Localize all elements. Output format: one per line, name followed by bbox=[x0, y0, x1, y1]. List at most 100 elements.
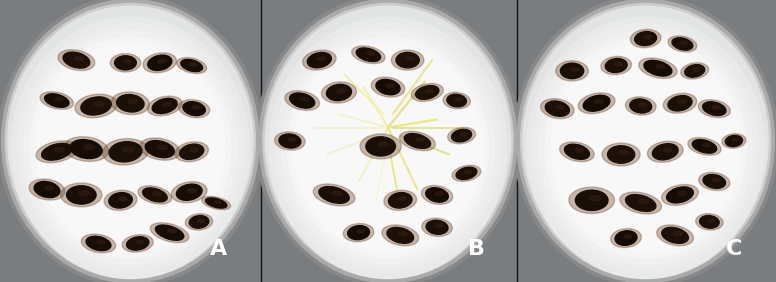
Ellipse shape bbox=[54, 148, 64, 152]
Ellipse shape bbox=[584, 95, 610, 111]
Ellipse shape bbox=[343, 224, 374, 242]
Ellipse shape bbox=[406, 57, 414, 61]
Ellipse shape bbox=[12, 17, 249, 279]
Ellipse shape bbox=[29, 37, 231, 258]
Ellipse shape bbox=[647, 141, 683, 162]
Ellipse shape bbox=[602, 143, 640, 166]
Ellipse shape bbox=[578, 93, 615, 114]
Ellipse shape bbox=[29, 179, 65, 200]
Ellipse shape bbox=[327, 84, 352, 101]
Ellipse shape bbox=[198, 219, 204, 222]
Ellipse shape bbox=[147, 55, 171, 70]
Ellipse shape bbox=[192, 105, 200, 109]
Ellipse shape bbox=[124, 60, 131, 63]
Ellipse shape bbox=[168, 229, 176, 233]
Ellipse shape bbox=[391, 50, 424, 70]
Ellipse shape bbox=[71, 140, 102, 158]
Ellipse shape bbox=[712, 178, 720, 182]
Ellipse shape bbox=[564, 144, 590, 159]
Ellipse shape bbox=[8, 6, 253, 276]
Ellipse shape bbox=[387, 227, 414, 243]
Ellipse shape bbox=[541, 99, 574, 119]
Ellipse shape bbox=[183, 102, 206, 116]
Ellipse shape bbox=[698, 100, 730, 118]
Ellipse shape bbox=[635, 32, 656, 46]
Ellipse shape bbox=[639, 58, 677, 78]
Ellipse shape bbox=[656, 225, 694, 246]
Ellipse shape bbox=[63, 52, 90, 68]
Ellipse shape bbox=[460, 133, 467, 136]
Ellipse shape bbox=[289, 93, 315, 108]
Ellipse shape bbox=[151, 223, 189, 243]
Ellipse shape bbox=[663, 148, 672, 152]
Ellipse shape bbox=[539, 30, 752, 265]
Ellipse shape bbox=[360, 134, 401, 159]
Ellipse shape bbox=[366, 137, 396, 156]
Ellipse shape bbox=[97, 240, 105, 244]
Ellipse shape bbox=[84, 145, 95, 149]
Ellipse shape bbox=[545, 37, 747, 258]
Ellipse shape bbox=[644, 35, 652, 39]
Ellipse shape bbox=[703, 143, 711, 147]
Ellipse shape bbox=[5, 3, 255, 279]
Ellipse shape bbox=[389, 193, 412, 208]
Ellipse shape bbox=[692, 140, 717, 153]
Ellipse shape bbox=[67, 186, 96, 204]
Ellipse shape bbox=[152, 98, 177, 114]
Ellipse shape bbox=[102, 139, 148, 165]
Ellipse shape bbox=[551, 44, 740, 252]
Ellipse shape bbox=[109, 193, 132, 208]
Ellipse shape bbox=[58, 50, 95, 70]
Ellipse shape bbox=[426, 188, 449, 202]
Ellipse shape bbox=[81, 97, 111, 115]
Ellipse shape bbox=[644, 60, 672, 76]
Ellipse shape bbox=[119, 197, 127, 201]
Ellipse shape bbox=[546, 101, 570, 116]
Ellipse shape bbox=[128, 99, 138, 104]
Ellipse shape bbox=[300, 97, 309, 101]
Ellipse shape bbox=[452, 129, 472, 142]
Ellipse shape bbox=[556, 105, 564, 109]
Ellipse shape bbox=[421, 218, 452, 236]
Ellipse shape bbox=[703, 175, 726, 188]
Ellipse shape bbox=[404, 134, 431, 148]
Ellipse shape bbox=[398, 232, 407, 236]
Ellipse shape bbox=[143, 188, 167, 202]
Ellipse shape bbox=[662, 184, 698, 205]
Ellipse shape bbox=[140, 138, 180, 160]
Ellipse shape bbox=[319, 186, 349, 203]
Ellipse shape bbox=[570, 67, 578, 71]
Ellipse shape bbox=[726, 135, 743, 147]
Ellipse shape bbox=[75, 94, 117, 118]
Ellipse shape bbox=[625, 97, 656, 115]
Ellipse shape bbox=[158, 145, 168, 149]
Ellipse shape bbox=[332, 191, 341, 195]
Ellipse shape bbox=[589, 196, 601, 201]
Ellipse shape bbox=[678, 100, 687, 103]
Ellipse shape bbox=[177, 58, 206, 73]
Text: B: B bbox=[468, 239, 485, 259]
Ellipse shape bbox=[684, 65, 705, 77]
Ellipse shape bbox=[317, 57, 326, 61]
Ellipse shape bbox=[625, 235, 632, 238]
Ellipse shape bbox=[608, 146, 635, 163]
Ellipse shape bbox=[673, 232, 682, 236]
Ellipse shape bbox=[700, 215, 719, 228]
Ellipse shape bbox=[575, 190, 608, 210]
Ellipse shape bbox=[282, 30, 494, 265]
Ellipse shape bbox=[426, 220, 448, 234]
Ellipse shape bbox=[668, 36, 697, 52]
Ellipse shape bbox=[611, 228, 641, 248]
Ellipse shape bbox=[366, 52, 375, 55]
Ellipse shape bbox=[115, 56, 137, 70]
Ellipse shape bbox=[0, 0, 263, 282]
Ellipse shape bbox=[189, 215, 209, 228]
Ellipse shape bbox=[386, 83, 394, 87]
Ellipse shape bbox=[293, 44, 483, 252]
Ellipse shape bbox=[348, 226, 369, 240]
Ellipse shape bbox=[175, 142, 209, 162]
Ellipse shape bbox=[448, 127, 476, 144]
Ellipse shape bbox=[382, 225, 419, 246]
Ellipse shape bbox=[708, 219, 715, 222]
Ellipse shape bbox=[435, 224, 443, 228]
